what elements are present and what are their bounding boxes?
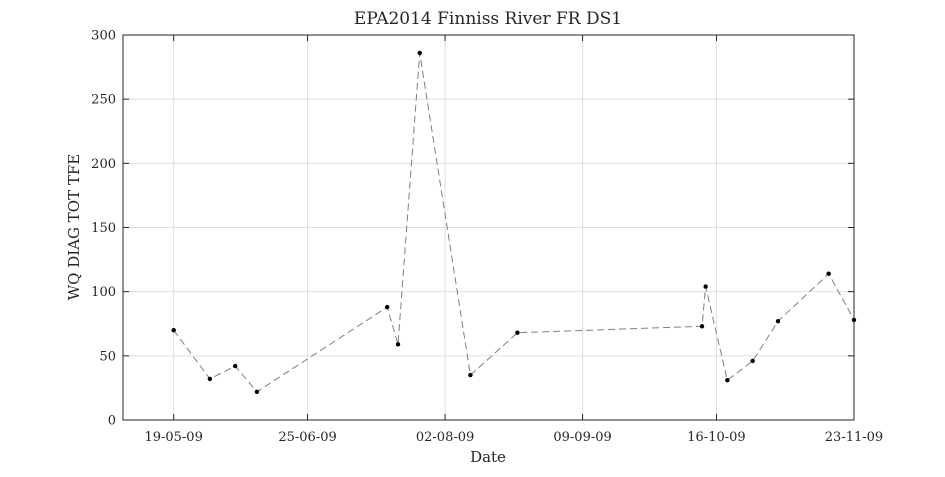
x-tick-label: 23-11-09 — [825, 430, 883, 445]
y-tick-label: 150 — [91, 221, 116, 236]
data-point — [826, 271, 831, 276]
y-tick-label: 300 — [91, 29, 116, 44]
y-tick-label: 0 — [108, 414, 116, 429]
data-point — [851, 317, 857, 323]
data-point — [395, 342, 401, 347]
chart-title: EPA2014 Finniss River FR DS1 — [354, 9, 622, 29]
x-tick-label: 19-05-09 — [144, 430, 202, 445]
data-point — [468, 372, 473, 378]
y-tick-label: 250 — [91, 93, 116, 108]
data-point — [207, 376, 213, 382]
data-point — [417, 50, 422, 56]
data-point — [515, 330, 520, 335]
data-point — [232, 363, 238, 369]
data-series — [171, 50, 857, 394]
x-tick-label: 16-10-09 — [687, 430, 745, 445]
data-point — [699, 324, 705, 329]
y-tick-label: 50 — [99, 349, 116, 364]
data-point — [775, 318, 781, 324]
axis-ticks: 0 50 100 150 200 250 300 19-05-09 25-06-09 02-08-… — [91, 29, 883, 446]
x-tick-label: 09-09-09 — [553, 430, 611, 445]
x-tick-label: 25-06-09 — [278, 430, 336, 445]
data-point — [384, 304, 390, 310]
data-point — [750, 358, 755, 364]
data-point — [171, 327, 176, 333]
x-tick-label: 02-08-09 — [416, 430, 474, 445]
data-point — [254, 389, 260, 394]
x-axis-label: Date — [470, 448, 506, 466]
data-point — [725, 378, 730, 383]
data-point — [703, 284, 708, 289]
y-tick-label: 100 — [91, 285, 116, 300]
y-tick-label: 200 — [91, 157, 116, 172]
y-axis-label: WQ DIAG TOT TFE — [65, 154, 83, 300]
series-line — [173, 52, 855, 393]
